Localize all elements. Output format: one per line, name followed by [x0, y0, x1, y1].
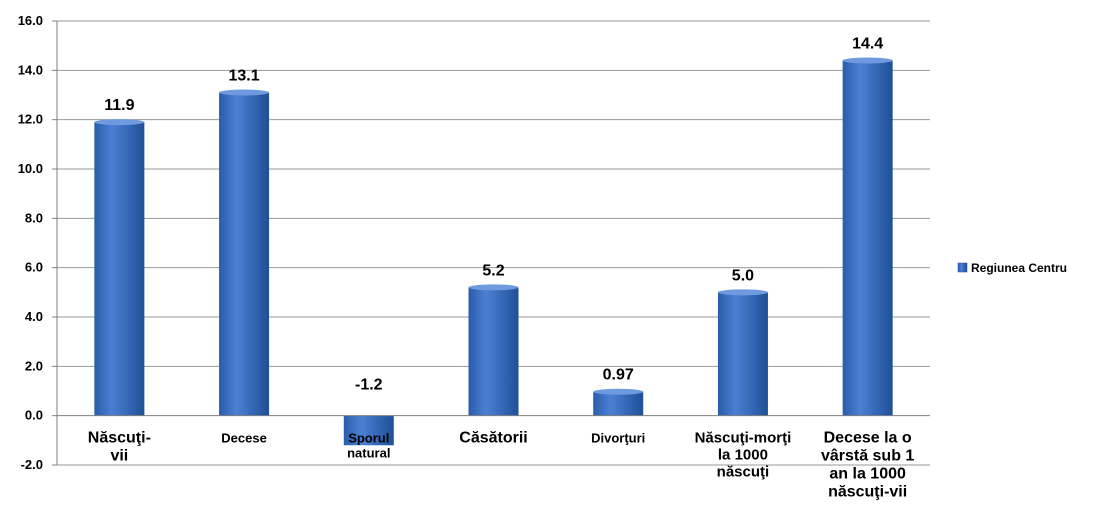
data-label: 5.2 — [482, 262, 504, 279]
bar-body — [593, 391, 644, 416]
bar — [717, 289, 768, 416]
data-label: 14.4 — [852, 35, 883, 52]
bar-body — [842, 60, 893, 416]
data-label: 5.0 — [732, 267, 754, 284]
y-tick-label: 12.0 — [18, 112, 43, 127]
x-category-label: Căsătorii — [459, 430, 527, 447]
bar — [593, 388, 644, 416]
y-tick-label: 6.0 — [25, 260, 43, 275]
x-category-label: Născuţi-morţi la 1000 născuţi — [695, 430, 792, 481]
x-category-label: Decese la o vârstă sub 1 an la 1000 născuţi… — [821, 430, 914, 501]
bar-top — [842, 57, 893, 64]
bar-body — [468, 287, 519, 416]
bar — [468, 284, 519, 416]
bar-body — [343, 415, 394, 446]
bar-top — [717, 289, 768, 296]
bar — [219, 89, 270, 416]
bar-top — [468, 284, 519, 291]
bars — [94, 57, 893, 446]
y-tick-label: 10.0 — [18, 161, 43, 176]
y-tick-label: 14.0 — [18, 62, 43, 77]
y-tick-label: -2.0 — [21, 457, 43, 472]
category-labels: Născuţi-vii Decese Sporul natural Căsătorii D… — [88, 430, 915, 501]
x-category-label: Sporul natural — [347, 431, 390, 461]
y-tick-label: 0.0 — [25, 408, 43, 423]
bar-body — [94, 122, 145, 416]
bar-top — [593, 388, 644, 395]
x-category-label: Născuţi-vii — [88, 430, 151, 465]
y-tick-label: 4.0 — [25, 309, 43, 324]
data-label: -1.2 — [355, 377, 383, 394]
data-label: 13.1 — [229, 68, 260, 85]
data-labels: 11.9 13.1 -1.2 5.2 0.97 5.0 14.4 — [104, 35, 883, 393]
y-tick-label: 8.0 — [25, 210, 43, 225]
legend-series-name: Regiunea Centru — [971, 261, 1067, 275]
bar — [842, 57, 893, 416]
bar-body — [219, 92, 270, 416]
bar — [94, 119, 145, 416]
bar — [343, 415, 394, 446]
y-tick-label: 2.0 — [25, 358, 43, 373]
legend: Regiunea Centru — [957, 261, 1067, 275]
bar-top — [94, 119, 145, 126]
data-label: 11.9 — [104, 97, 134, 114]
bar-body — [717, 292, 768, 416]
bar-top — [219, 89, 270, 96]
gridlines — [57, 20, 930, 466]
x-category-label: Divorţuri — [591, 431, 645, 446]
data-label: 0.97 — [603, 367, 634, 384]
x-category-label: Decese — [221, 431, 267, 446]
axes: -2.0 0.0 2.0 4.0 6.0 8.0 10.0 12.0 14.0 16.0 — [18, 13, 930, 472]
y-tick-label: 16.0 — [18, 13, 43, 28]
legend-swatch — [957, 262, 968, 273]
